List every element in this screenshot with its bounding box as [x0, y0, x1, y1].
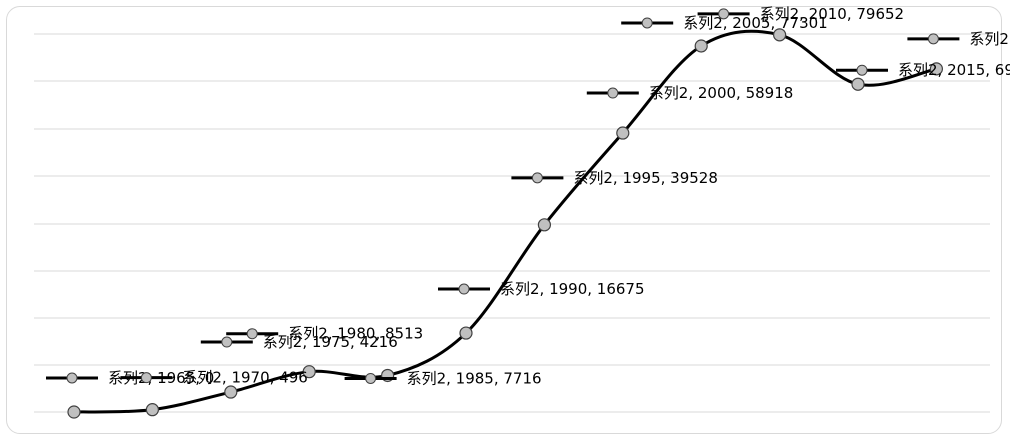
label-key-marker-1980 [246, 328, 258, 340]
label-text-2017: 系列2, 2017, 72468 [969, 30, 1010, 48]
data-label-2017: 系列2, 2017, 72468 [907, 30, 1010, 48]
data-markers [67, 28, 944, 419]
label-text-1990: 系列2, 1990, 16675 [500, 280, 645, 298]
data-label-2000: 系列2, 2000, 58918 [586, 84, 794, 102]
data-point-2000 [616, 126, 630, 140]
data-label-2015: 系列2, 2015, 69226 [836, 61, 1010, 79]
label-key-marker-1975 [221, 336, 233, 348]
data-point-2005 [694, 39, 708, 53]
data-label-1975: 系列2, 1975, 4216 [200, 333, 398, 351]
series-line [73, 29, 937, 414]
data-point-1965 [67, 405, 81, 419]
data-point-1975 [224, 385, 238, 399]
data-point-1980 [302, 365, 316, 379]
label-text-1975: 系列2, 1975, 4216 [263, 333, 398, 351]
label-text-2005: 系列2, 2005, 77301 [683, 14, 828, 32]
gridlines [34, 33, 990, 413]
label-text-2000: 系列2, 2000, 58918 [649, 84, 794, 102]
data-label-1980: 系列2, 1980, 8513 [226, 325, 423, 343]
data-point-2015 [851, 77, 865, 91]
label-text-1970: 系列2, 1970, 496 [182, 369, 307, 387]
label-key-marker-1995 [531, 172, 543, 184]
data-label-2005: 系列2, 2005, 77301 [621, 14, 828, 32]
label-text-1980: 系列2, 1980, 8513 [288, 325, 423, 343]
label-text-2015: 系列2, 2015, 69226 [898, 61, 1010, 79]
data-point-1970 [145, 403, 159, 417]
data-point-1990 [459, 326, 473, 340]
data-point-2010 [772, 28, 787, 42]
label-key-marker-2010 [718, 8, 730, 20]
label-text-1995: 系列2, 1995, 39528 [573, 169, 718, 187]
data-label-1970: 系列2, 1970, 496 [120, 369, 308, 387]
label-key-marker-2015 [856, 64, 868, 76]
data-label-2010: 系列2, 2010, 79652 [697, 5, 905, 23]
label-key-marker-1970 [140, 372, 152, 384]
data-point-2017 [929, 62, 944, 76]
chart-frame [6, 6, 1002, 434]
data-label-1990: 系列2, 1990, 16675 [438, 280, 645, 298]
label-text-1985: 系列2, 1985, 7716 [407, 369, 542, 387]
label-key-marker-2000 [607, 87, 619, 99]
label-key-marker-1965 [66, 372, 78, 384]
label-key-marker-1985 [365, 372, 377, 384]
label-text-2010: 系列2, 2010, 79652 [760, 5, 905, 23]
data-point-1995 [537, 218, 552, 232]
data-label-1985: 系列2, 1985, 7716 [344, 369, 542, 387]
label-key-marker-2017 [927, 33, 939, 45]
label-key-marker-1990 [458, 283, 470, 295]
label-key-marker-2005 [641, 17, 653, 29]
data-label-1995: 系列2, 1995, 39528 [511, 169, 718, 187]
